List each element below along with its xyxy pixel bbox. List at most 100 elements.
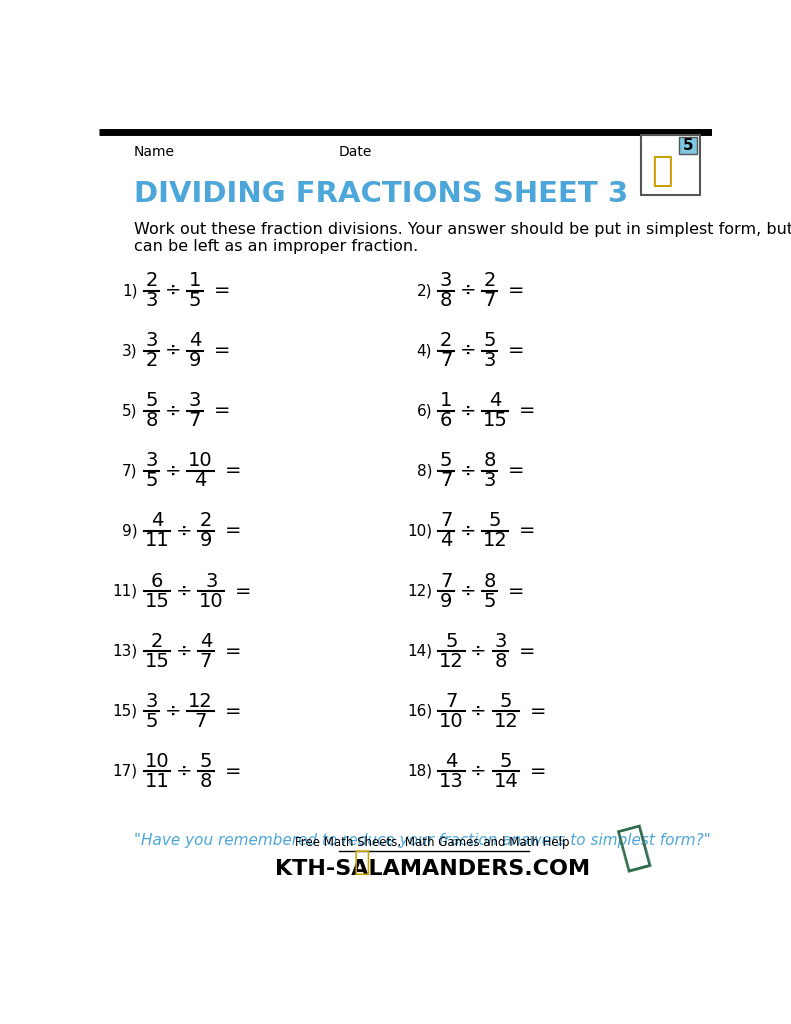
Text: 2: 2	[146, 271, 157, 290]
Text: 4: 4	[489, 391, 501, 411]
Text: 2: 2	[151, 632, 163, 650]
Text: 11: 11	[145, 772, 169, 791]
Text: 7: 7	[440, 351, 452, 371]
Text: ÷: ÷	[176, 582, 192, 600]
Text: =: =	[225, 462, 241, 480]
Text: 5: 5	[146, 391, 158, 411]
Text: 3: 3	[483, 471, 496, 490]
Text: 2: 2	[483, 271, 496, 290]
Text: 15: 15	[483, 412, 507, 430]
Text: ÷: ÷	[165, 341, 181, 360]
Text: 5: 5	[146, 712, 158, 731]
Text: 8): 8)	[417, 464, 432, 478]
Text: DIVIDING FRACTIONS SHEET 3: DIVIDING FRACTIONS SHEET 3	[134, 180, 628, 209]
Text: 5: 5	[189, 291, 201, 310]
Text: 8: 8	[146, 412, 157, 430]
Text: =: =	[519, 401, 536, 421]
Text: 8: 8	[440, 291, 452, 310]
Text: 5: 5	[199, 752, 212, 771]
Text: 4): 4)	[417, 343, 432, 358]
Text: =: =	[519, 521, 536, 541]
Text: 15: 15	[145, 592, 169, 610]
Text: 18): 18)	[407, 764, 432, 778]
Text: 15): 15)	[112, 703, 138, 719]
Text: 4: 4	[151, 511, 163, 530]
Text: 3: 3	[146, 332, 157, 350]
Text: =: =	[530, 762, 547, 780]
Text: 8: 8	[199, 772, 212, 791]
Text: Name: Name	[134, 145, 175, 159]
Text: 7: 7	[195, 712, 206, 731]
Text: 2: 2	[440, 332, 452, 350]
Text: =: =	[519, 642, 536, 660]
Text: can be left as an improper fraction.: can be left as an improper fraction.	[134, 239, 418, 254]
Text: 2: 2	[146, 351, 157, 371]
Text: 7: 7	[189, 412, 201, 430]
Text: ΚTH-SALAMANDERS.COM: ΚTH-SALAMANDERS.COM	[274, 859, 589, 879]
Text: =: =	[225, 521, 241, 541]
Text: 1: 1	[440, 391, 452, 411]
Text: 5: 5	[483, 332, 496, 350]
Text: 1: 1	[189, 271, 201, 290]
Text: ÷: ÷	[165, 282, 181, 300]
Text: ÷: ÷	[176, 762, 192, 780]
Text: ÷: ÷	[460, 282, 476, 300]
Text: ÷: ÷	[471, 701, 487, 721]
Text: ÷: ÷	[460, 401, 476, 421]
Text: Free Math Sheets, Math Games and Math Help: Free Math Sheets, Math Games and Math He…	[295, 837, 570, 849]
Text: 17): 17)	[112, 764, 138, 778]
Text: 9: 9	[189, 351, 201, 371]
Text: ÷: ÷	[165, 462, 181, 480]
Text: 12): 12)	[407, 584, 432, 599]
Text: 10: 10	[145, 752, 169, 771]
Text: 16): 16)	[407, 703, 432, 719]
Text: 5: 5	[499, 691, 512, 711]
Text: Date: Date	[339, 145, 373, 159]
Text: =: =	[508, 282, 524, 300]
Text: ÷: ÷	[460, 462, 476, 480]
Text: 7: 7	[199, 651, 212, 671]
Text: 9: 9	[440, 592, 452, 610]
FancyBboxPatch shape	[642, 135, 700, 196]
Text: 5: 5	[499, 752, 512, 771]
Text: 5: 5	[483, 592, 496, 610]
Text: 11): 11)	[112, 584, 138, 599]
Text: 12: 12	[439, 651, 464, 671]
Text: 5): 5)	[122, 403, 138, 419]
Text: 13): 13)	[112, 644, 138, 658]
Text: 6: 6	[440, 412, 452, 430]
Text: =: =	[508, 462, 524, 480]
Text: 10: 10	[188, 452, 213, 470]
Text: 7: 7	[440, 511, 452, 530]
Text: 5: 5	[445, 632, 458, 650]
Text: ÷: ÷	[460, 341, 476, 360]
Text: 8: 8	[483, 571, 496, 591]
Text: 8: 8	[483, 452, 496, 470]
Text: 4: 4	[199, 632, 212, 650]
Text: 15: 15	[145, 651, 169, 671]
Text: 🦎: 🦎	[354, 848, 371, 877]
Text: Work out these fraction divisions. Your answer should be put in simplest form, b: Work out these fraction divisions. Your …	[134, 221, 791, 237]
Text: =: =	[225, 762, 241, 780]
Text: ÷: ÷	[165, 701, 181, 721]
Text: 13: 13	[439, 772, 464, 791]
Text: 11: 11	[145, 531, 169, 551]
Text: 14): 14)	[407, 644, 432, 658]
Text: 3: 3	[205, 571, 218, 591]
Text: 4: 4	[440, 531, 452, 551]
Text: =: =	[235, 582, 252, 600]
Text: "Have you remembered to reduce your fraction answers to simplest form?": "Have you remembered to reduce your frac…	[134, 833, 710, 848]
Text: 7): 7)	[122, 464, 138, 478]
Text: ÷: ÷	[460, 582, 476, 600]
Text: 10): 10)	[407, 523, 432, 539]
Text: 9): 9)	[122, 523, 138, 539]
Text: 10: 10	[199, 592, 224, 610]
Text: 🦎: 🦎	[613, 820, 654, 873]
Text: 3): 3)	[122, 343, 138, 358]
Text: 3: 3	[146, 452, 157, 470]
Text: 7: 7	[440, 471, 452, 490]
Text: ÷: ÷	[176, 642, 192, 660]
Text: 3: 3	[483, 351, 496, 371]
Text: 7: 7	[445, 691, 458, 711]
Text: =: =	[214, 341, 230, 360]
